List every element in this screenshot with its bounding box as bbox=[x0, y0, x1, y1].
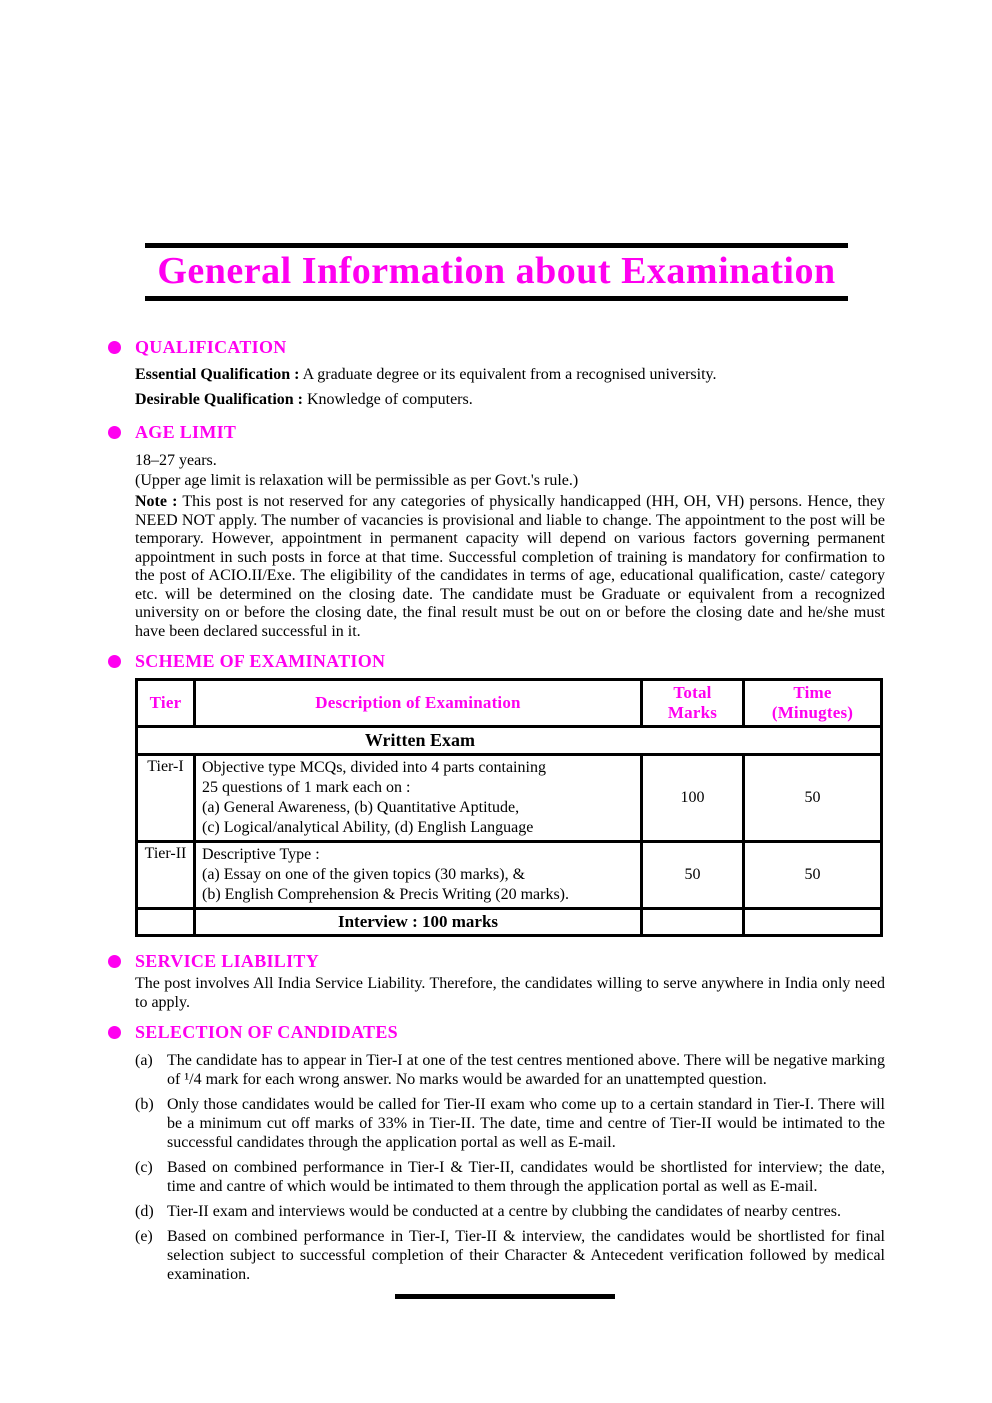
bullet-icon bbox=[108, 955, 121, 968]
tier2-label: Tier-II bbox=[135, 840, 196, 910]
interview-time-cell-empty bbox=[742, 907, 883, 937]
scheme-of-examination-table: Tier Description of Examination Total Ma… bbox=[135, 678, 883, 937]
section-heading-qualification: QUALIFICATION bbox=[108, 337, 992, 358]
note-text: This post is not reserved for any catego… bbox=[135, 493, 886, 640]
table-row-tier2: Tier-II Descriptive Type : (a) Essay on … bbox=[135, 840, 883, 910]
list-item-label: (d) bbox=[135, 1203, 154, 1220]
age-range-line: 18–27 years. bbox=[135, 452, 217, 469]
interview-label: Interview : 100 marks bbox=[193, 907, 643, 937]
column-header-time: Time (Minugtes) bbox=[742, 678, 883, 728]
section-heading-age-limit: AGE LIMIT bbox=[108, 422, 992, 443]
description-line: 25 questions of 1 mark each on : bbox=[202, 779, 411, 796]
bullet-icon bbox=[108, 655, 121, 668]
table-header-row: Tier Description of Examination Total Ma… bbox=[135, 678, 883, 728]
age-relaxation-line: (Upper age limit is relaxation will be p… bbox=[135, 472, 579, 489]
desirable-qualification-text: Knowledge of computers. bbox=[302, 391, 473, 408]
list-item: (a) The candidate has to appear in Tier-… bbox=[135, 1051, 885, 1089]
tier1-time: 50 bbox=[742, 753, 883, 843]
tier2-total-marks: 50 bbox=[640, 840, 745, 910]
age-limit-note: Note : This post is not reserved for any… bbox=[135, 493, 885, 641]
list-item-text: Tier-II exam and interviews would be con… bbox=[167, 1203, 841, 1220]
section-heading-label: QUALIFICATION bbox=[135, 337, 287, 357]
written-exam-label: Written Exam bbox=[364, 730, 476, 750]
interview-marks-cell-empty bbox=[640, 907, 745, 937]
tier1-label: Tier-I bbox=[135, 753, 196, 843]
section-heading-selection: SELECTION OF CANDIDATES bbox=[108, 1022, 992, 1043]
list-item: (c) Based on combined performance in Tie… bbox=[135, 1158, 885, 1196]
desirable-qualification-label: Desirable Qualification : bbox=[135, 391, 303, 408]
list-item-label: (a) bbox=[135, 1052, 153, 1069]
column-header-tier: Tier bbox=[135, 678, 196, 728]
description-line: (a) General Awareness, (b) Quantitative … bbox=[202, 799, 520, 816]
description-line: Descriptive Type : bbox=[202, 846, 320, 863]
written-exam-group-cell: Written Exam bbox=[135, 725, 883, 756]
section-heading-scheme: SCHEME OF EXAMINATION bbox=[108, 651, 992, 672]
list-item-label: (e) bbox=[135, 1228, 153, 1245]
bullet-icon bbox=[108, 426, 121, 439]
essential-qualification-label: Essential Qualification : bbox=[135, 366, 300, 383]
bullet-icon bbox=[108, 1026, 121, 1039]
description-line: (b) English Comprehension & Precis Writi… bbox=[202, 886, 570, 903]
interview-tier-cell-empty bbox=[135, 907, 196, 937]
tier1-description: Objective type MCQs, divided into 4 part… bbox=[193, 753, 643, 843]
description-line: Objective type MCQs, divided into 4 part… bbox=[202, 759, 546, 776]
list-item: (e) Based on combined performance in Tie… bbox=[135, 1227, 885, 1284]
table-row-interview: Interview : 100 marks bbox=[135, 907, 883, 937]
column-header-description: Description of Examination bbox=[193, 678, 643, 728]
column-header-total-marks: Total Marks bbox=[640, 678, 745, 728]
section-heading-label: SELECTION OF CANDIDATES bbox=[135, 1022, 398, 1042]
footer-divider-rule bbox=[395, 1294, 615, 1299]
selection-items-list: (a) The candidate has to appear in Tier-… bbox=[135, 1051, 885, 1284]
page-title: General Information about Examination bbox=[157, 250, 836, 292]
list-item-text: Only those candidates would be called fo… bbox=[167, 1096, 885, 1151]
desirable-qualification-line: Desirable Qualification : Knowledge of c… bbox=[135, 390, 885, 409]
list-item-text: Based on combined performance in Tier-I … bbox=[167, 1159, 885, 1195]
section-heading-label: SERVICE LIABILITY bbox=[135, 951, 320, 971]
document-title-block: General Information about Examination bbox=[145, 243, 848, 301]
tier2-time: 50 bbox=[742, 840, 883, 910]
essential-qualification-text: A graduate degree or its equivalent from… bbox=[299, 366, 717, 383]
service-liability-text: The post involves All India Service Liab… bbox=[135, 975, 885, 1011]
written-exam-group-row: Written Exam bbox=[135, 725, 883, 756]
list-item: (d) Tier-II exam and interviews would be… bbox=[135, 1202, 885, 1221]
bullet-icon bbox=[108, 341, 121, 354]
list-item-text: The candidate has to appear in Tier-I at… bbox=[167, 1052, 885, 1088]
list-item-label: (c) bbox=[135, 1159, 153, 1176]
list-item-text: Based on combined performance in Tier-I,… bbox=[167, 1228, 885, 1283]
tier2-description: Descriptive Type : (a) Essay on one of t… bbox=[193, 840, 643, 910]
list-item: (b) Only those candidates would be calle… bbox=[135, 1095, 885, 1152]
section-heading-service-liability: SERVICE LIABILITY bbox=[108, 951, 992, 972]
section-heading-label: AGE LIMIT bbox=[135, 422, 237, 442]
note-label: Note : bbox=[135, 493, 178, 510]
description-line: (a) Essay on one of the given topics (30… bbox=[202, 866, 526, 883]
essential-qualification-line: Essential Qualification : A graduate deg… bbox=[135, 365, 885, 384]
table-row-tier1: Tier-I Objective type MCQs, divided into… bbox=[135, 753, 883, 843]
description-line: (c) Logical/analytical Ability, (d) Engl… bbox=[202, 819, 534, 836]
tier1-total-marks: 100 bbox=[640, 753, 745, 843]
section-heading-label: SCHEME OF EXAMINATION bbox=[135, 651, 386, 671]
list-item-label: (b) bbox=[135, 1096, 154, 1113]
